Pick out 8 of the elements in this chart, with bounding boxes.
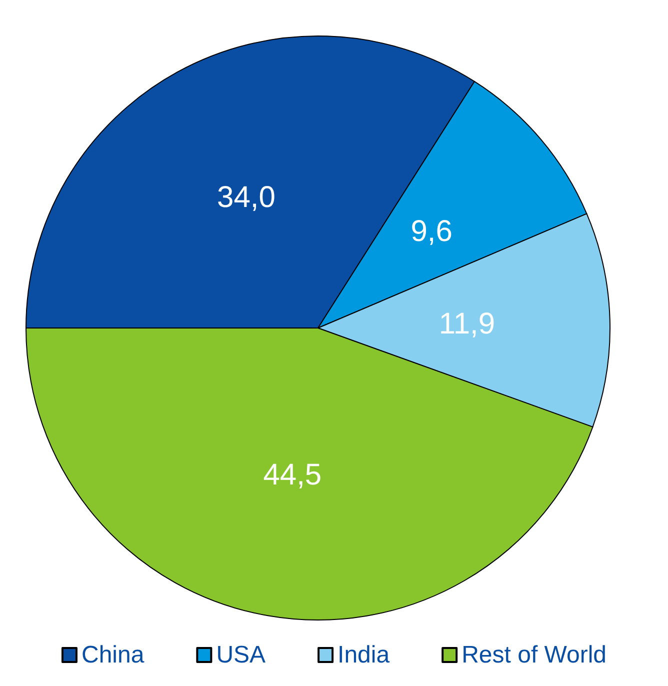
data-label: 44,5 (263, 458, 322, 492)
legend-label: India (338, 642, 390, 668)
legend-label: USA (216, 642, 266, 668)
data-label: 11,9 (438, 307, 496, 340)
legend-label: China (81, 642, 145, 668)
data-label: 9,6 (410, 215, 452, 248)
legend-label: Rest of World (462, 642, 607, 668)
data-label: 34,0 (217, 180, 276, 214)
